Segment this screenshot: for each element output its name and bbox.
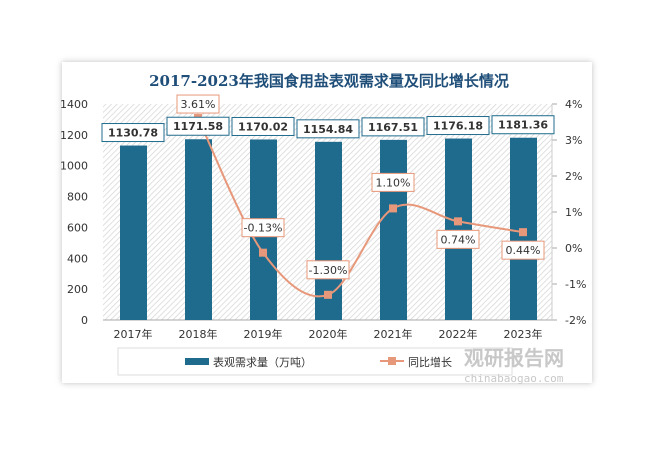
growth-label-box — [501, 240, 545, 260]
legend-bar-label: 表观需求量（万吨） — [213, 355, 312, 369]
growth-marker — [519, 228, 527, 237]
y-left-tick: 1200 — [60, 129, 88, 142]
bar — [185, 139, 212, 320]
growth-label-box — [436, 229, 480, 249]
x-tick: 2017年 — [114, 327, 153, 341]
y-left-tick: 600 — [67, 221, 88, 234]
y-right-tick: -2% — [565, 314, 586, 327]
growth-label-box — [176, 94, 220, 114]
growth-label: -1.30% — [309, 264, 348, 277]
bar-label: 1130.78 — [108, 127, 158, 140]
growth-marker — [389, 204, 397, 213]
bar — [120, 145, 147, 320]
x-tick: 2023年 — [504, 327, 543, 341]
bar-label: 1176.18 — [433, 120, 483, 133]
growth-label: -0.13% — [244, 222, 283, 235]
y-left-tick: 200 — [67, 283, 88, 296]
growth-label-box — [371, 172, 415, 192]
bar — [445, 138, 472, 320]
bar-label: 1171.58 — [173, 120, 223, 133]
y-right-tick: 0% — [565, 242, 582, 255]
chart-title: 2017-2023年我国食用盐表观需求量及同比增长情况 — [149, 72, 509, 90]
y-left-tick: 1000 — [60, 160, 88, 173]
bar-label: 1170.02 — [238, 120, 288, 133]
y-left-tick: 400 — [67, 252, 88, 265]
growth-label: 1.10% — [376, 176, 411, 189]
growth-label: 0.44% — [506, 244, 541, 257]
x-tick: 2018年 — [179, 327, 218, 341]
legend-bar-swatch — [185, 358, 209, 365]
bar-label-box — [361, 117, 425, 137]
y-right-tick: 4% — [565, 98, 582, 111]
x-tick: 2021年 — [374, 327, 413, 341]
bar-label: 1181.36 — [498, 119, 548, 132]
growth-label: 0.74% — [441, 233, 476, 246]
growth-marker — [324, 290, 332, 299]
growth-marker — [454, 217, 462, 226]
y-right-tick: 1% — [565, 206, 582, 219]
legend-line-marker — [388, 357, 396, 365]
growth-label-box — [306, 260, 350, 280]
bar-label-box — [491, 115, 555, 135]
y-left-tick: 1400 — [60, 98, 88, 111]
watermark-brand: 观研报告网 — [464, 346, 564, 370]
bar — [380, 139, 407, 320]
x-tick: 2022年 — [439, 327, 478, 341]
bar-label-box — [166, 116, 230, 136]
bar-label: 1167.51 — [368, 121, 418, 134]
growth-label: 3.61% — [181, 98, 216, 111]
legend — [117, 347, 513, 376]
growth-marker — [259, 248, 267, 257]
y-right-tick: 2% — [565, 170, 582, 183]
y-left-tick: 800 — [67, 191, 88, 204]
legend-line-label: 同比增长 — [408, 355, 452, 369]
y-right-tick: 3% — [565, 134, 582, 147]
x-tick: 2019年 — [244, 327, 283, 341]
y-right-tick: -1% — [565, 278, 586, 291]
bar-label-box — [296, 119, 360, 139]
bar-label-box — [231, 116, 295, 136]
bar-label-box — [101, 123, 165, 143]
bar — [315, 141, 342, 320]
y-left-tick: 0 — [81, 314, 88, 327]
watermark-url: chinabaogao.com — [464, 372, 564, 385]
bar-label: 1154.84 — [303, 123, 353, 136]
x-tick: 2020年 — [309, 327, 348, 341]
growth-label-box — [241, 218, 285, 238]
bar-label-box — [426, 116, 490, 136]
